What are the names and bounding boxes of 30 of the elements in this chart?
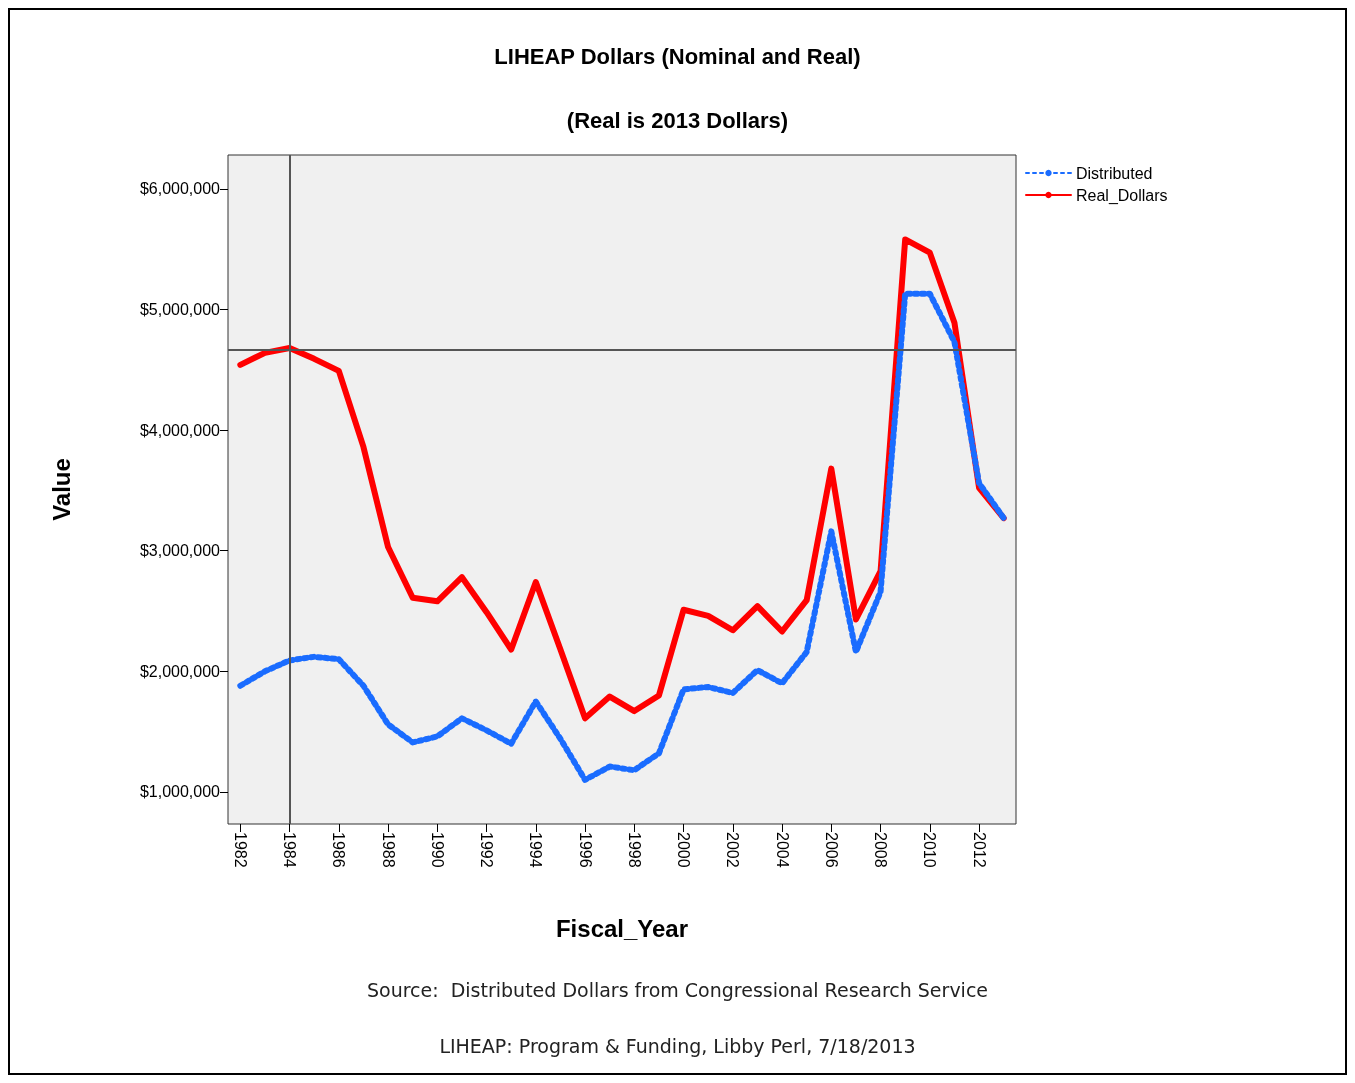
chart-title: LIHEAP Dollars (Nominal and Real) [494,43,861,69]
y-tick-label: $2,000,000 [139,662,221,680]
legend-label: Distributed [1076,164,1153,182]
chart-subtitle: (Real is 2013 Dollars) [566,107,789,133]
x-tick-label: 2002 [724,832,742,868]
x-tick-label: 2010 [921,832,939,868]
source-note: Source: Distributed Dollars from Congressional Research Service [366,978,989,1001]
x-tick-label: 1986 [330,832,348,868]
y-tick-label: $4,000,000 [139,421,221,439]
x-tick-label: 2006 [822,832,840,868]
x-tick-label: 1996 [576,832,594,868]
x-tick-label: 1992 [478,832,496,868]
x-axis-title: Fiscal_Year [555,914,689,942]
y-tick-label: $5,000,000 [139,300,221,318]
x-tick-label: 1994 [527,832,545,868]
x-tick-label: 2000 [675,832,693,868]
y-tick-label: $6,000,000 [139,180,221,198]
legend-label: Real_Dollars [1076,186,1168,205]
x-tick-label: 1990 [428,832,446,868]
text: LIHEAP: Program & Funding, Libby Perl, 7/18/2013 [439,1034,916,1057]
x-tick-label: 2004 [773,832,791,868]
y-tick-label: $1,000,000 [139,783,221,801]
x-tick-label: 2012 [970,832,988,868]
y-tick-label: $3,000,000 [139,542,221,560]
x-tick-label: 1998 [625,832,643,868]
x-tick-label: 1982 [231,832,249,868]
x-tick-label: 1984 [281,832,299,868]
x-tick-label: 1988 [379,832,397,868]
y-axis-title: Value [47,458,75,521]
x-tick-label: 2008 [872,832,890,868]
